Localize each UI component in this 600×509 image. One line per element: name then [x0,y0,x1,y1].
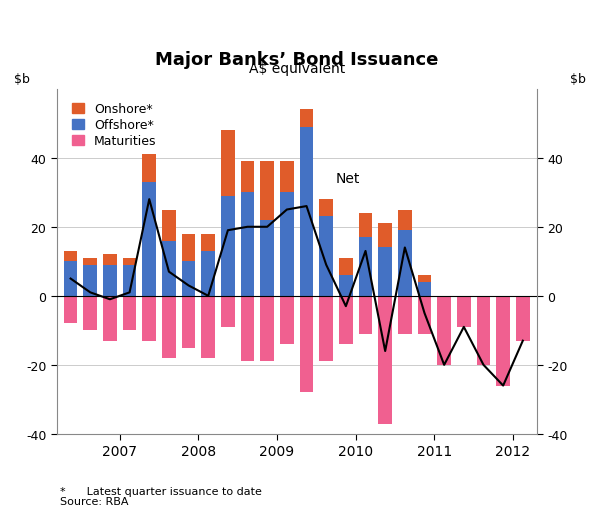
Bar [339,296,353,345]
Bar [83,259,97,265]
Bar [202,251,215,296]
Bar [418,296,431,334]
Bar [476,296,490,365]
Bar [280,193,294,296]
Bar [319,217,333,296]
Bar [83,296,97,331]
Bar [123,296,136,331]
Bar [398,231,412,296]
Bar [280,296,294,345]
Bar [260,162,274,220]
Bar [142,296,156,341]
Bar [379,296,392,423]
Bar [379,248,392,296]
Bar [496,296,510,386]
Bar [260,296,274,362]
Bar [202,234,215,251]
Bar [241,193,254,296]
Bar [437,296,451,365]
Bar [299,127,313,296]
Bar [221,296,235,327]
Bar [280,162,294,193]
Bar [202,296,215,358]
Bar [359,296,373,334]
Text: Net: Net [336,172,361,186]
Bar [359,238,373,296]
Bar [299,296,313,392]
Bar [457,296,471,327]
Bar [339,259,353,275]
Bar [103,255,117,265]
Bar [123,265,136,296]
Text: A$ equivalent: A$ equivalent [248,62,345,76]
Bar [339,275,353,296]
Bar [64,296,77,324]
Bar [162,296,176,358]
Bar [103,265,117,296]
Bar [64,251,77,262]
Bar [182,234,196,262]
Text: Source: RBA: Source: RBA [60,496,128,506]
Bar [379,224,392,248]
Bar [142,155,156,183]
Bar [241,162,254,193]
Title: Major Banks’ Bond Issuance: Major Banks’ Bond Issuance [155,50,439,69]
Bar [221,131,235,196]
Bar [398,210,412,231]
Bar [182,296,196,348]
Text: *      Latest quarter issuance to date: * Latest quarter issuance to date [60,486,262,496]
Bar [359,214,373,238]
Bar [83,265,97,296]
Bar [64,262,77,296]
Bar [162,241,176,296]
Text: $b: $b [570,73,586,86]
Bar [319,296,333,362]
Bar [516,296,530,341]
Text: $b: $b [14,73,29,86]
Bar [162,210,176,241]
Bar [398,296,412,334]
Bar [123,259,136,265]
Bar [319,200,333,217]
Bar [241,296,254,362]
Bar [299,110,313,127]
Bar [142,183,156,296]
Legend: Onshore*, Offshore*, Maturities: Onshore*, Offshore*, Maturities [68,99,160,152]
Bar [260,220,274,296]
Bar [103,296,117,341]
Bar [221,196,235,296]
Bar [418,275,431,282]
Bar [418,282,431,296]
Bar [182,262,196,296]
